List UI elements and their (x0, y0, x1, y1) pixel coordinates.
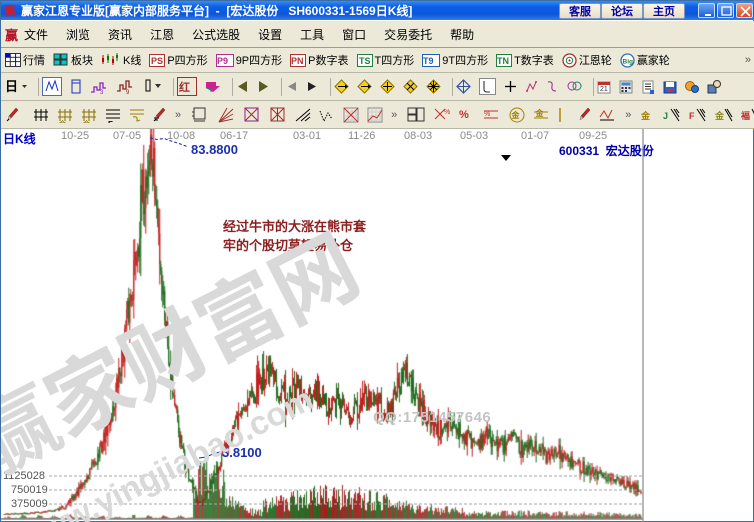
svg-text:金: 金 (535, 108, 545, 118)
svg-text:赢: 赢 (4, 4, 16, 18)
svg-text:%: % (444, 109, 450, 116)
svg-text:F: F (689, 111, 695, 121)
svg-text:金: 金 (511, 110, 521, 120)
svg-text:金: 金 (641, 110, 651, 121)
svg-text:3: 3 (100, 90, 104, 94)
svg-text:%: % (484, 111, 490, 118)
svg-text:F: F (108, 120, 113, 123)
svg-text:Big: Big (622, 58, 633, 65)
svg-text:金: 金 (715, 110, 725, 121)
svg-text:PN: PN (291, 56, 304, 66)
svg-text:TN: TN (497, 56, 509, 66)
svg-text:%: % (459, 109, 469, 121)
svg-text:T9: T9 (423, 56, 434, 66)
svg-text:褔: 褔 (741, 110, 750, 121)
svg-text:日: 日 (5, 79, 18, 94)
svg-text:J: J (663, 111, 668, 121)
svg-text:TS: TS (359, 56, 371, 66)
svg-text:红: 红 (179, 80, 190, 94)
svg-text:P9: P9 (217, 56, 228, 66)
svg-text:PS: PS (151, 56, 163, 66)
svg-text:21: 21 (600, 86, 608, 93)
svg-text:9: 9 (126, 90, 130, 94)
